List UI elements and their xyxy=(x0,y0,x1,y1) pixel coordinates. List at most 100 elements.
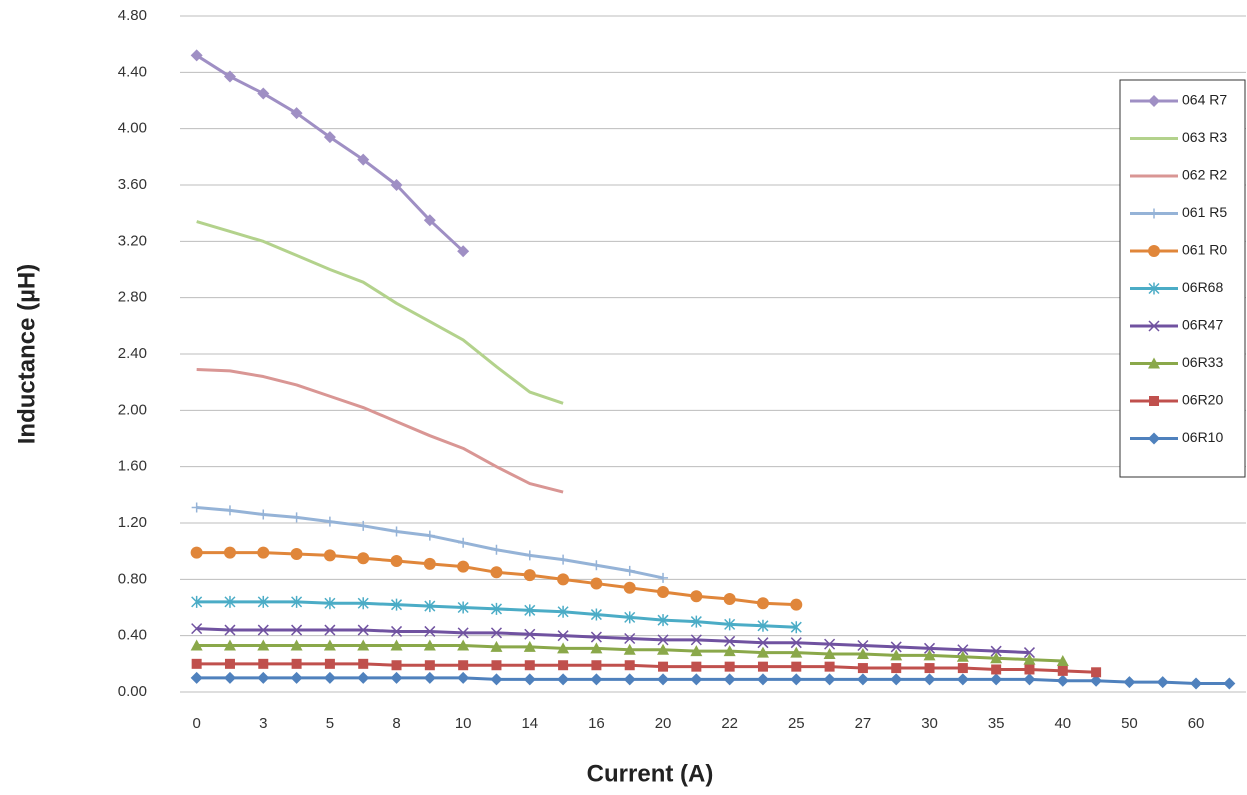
marker xyxy=(357,153,370,166)
x-tick-label: 25 xyxy=(788,715,805,732)
y-tick-label: 0.40 xyxy=(118,627,147,644)
marker xyxy=(1023,653,1036,665)
marker xyxy=(824,638,836,650)
y-tick-label: 2.80 xyxy=(118,289,147,306)
marker xyxy=(1223,677,1236,690)
marker xyxy=(891,663,902,674)
marker xyxy=(856,673,869,686)
marker xyxy=(257,671,270,684)
marker xyxy=(757,619,769,632)
marker xyxy=(223,546,236,559)
legend-marker xyxy=(1148,245,1160,257)
y-tick-label: 3.20 xyxy=(118,232,147,249)
marker xyxy=(657,673,670,686)
marker xyxy=(523,569,536,582)
legend-label: 06R33 xyxy=(1182,354,1223,370)
x-tick-label: 14 xyxy=(521,715,538,732)
marker xyxy=(624,565,635,576)
marker xyxy=(690,645,703,657)
marker xyxy=(524,604,536,617)
y-tick-label: 4.00 xyxy=(118,120,147,137)
marker xyxy=(191,658,202,669)
x-tick-label: 35 xyxy=(988,715,1005,732)
marker xyxy=(956,650,969,662)
marker xyxy=(457,245,470,258)
x-tick-label: 5 xyxy=(326,715,334,732)
marker xyxy=(457,671,470,684)
series-line xyxy=(196,220,564,405)
marker xyxy=(524,660,535,671)
marker xyxy=(1023,647,1036,659)
marker xyxy=(424,530,435,541)
marker xyxy=(523,673,536,686)
marker xyxy=(490,673,503,686)
marker xyxy=(823,647,836,659)
x-tick-label: 22 xyxy=(721,715,738,732)
marker xyxy=(323,671,336,684)
marker xyxy=(957,644,969,656)
marker xyxy=(423,214,436,227)
marker xyxy=(391,526,402,537)
marker xyxy=(358,520,369,531)
y-tick-label: 3.60 xyxy=(118,176,147,193)
marker xyxy=(1190,677,1203,690)
marker xyxy=(890,641,902,653)
series-line xyxy=(195,54,465,253)
marker xyxy=(757,637,769,649)
marker xyxy=(224,658,235,669)
legend-box xyxy=(1119,79,1246,478)
y-tick-label: 0.00 xyxy=(118,683,147,700)
marker xyxy=(557,630,569,642)
marker xyxy=(757,661,768,672)
marker xyxy=(791,661,802,672)
y-tick-label: 1.20 xyxy=(118,514,147,531)
marker xyxy=(257,639,270,651)
marker xyxy=(324,597,336,610)
marker xyxy=(191,595,203,608)
legend-label: 06R68 xyxy=(1182,279,1223,295)
marker xyxy=(990,652,1003,664)
marker xyxy=(657,643,670,655)
x-tick-label: 27 xyxy=(855,715,872,732)
marker xyxy=(724,618,736,631)
marker xyxy=(657,586,670,599)
y-tick-label: 1.60 xyxy=(118,458,147,475)
legend-label: 062 R2 xyxy=(1182,167,1227,183)
legend-label: 061 R5 xyxy=(1182,204,1227,220)
marker xyxy=(257,624,269,636)
marker xyxy=(190,639,203,651)
marker xyxy=(491,544,502,555)
marker xyxy=(290,107,303,120)
series-line xyxy=(196,627,1030,655)
marker xyxy=(458,537,469,548)
marker xyxy=(191,502,202,513)
marker xyxy=(723,673,736,686)
marker xyxy=(623,673,636,686)
marker xyxy=(224,595,236,608)
marker xyxy=(724,661,735,672)
marker xyxy=(223,639,236,651)
marker xyxy=(856,647,869,659)
marker xyxy=(756,597,769,610)
marker xyxy=(357,671,370,684)
marker xyxy=(323,549,336,562)
legend-label: 06R20 xyxy=(1182,392,1223,408)
marker xyxy=(491,660,502,671)
marker xyxy=(324,658,335,669)
marker xyxy=(224,505,235,516)
marker xyxy=(390,179,403,191)
marker xyxy=(523,640,536,652)
marker xyxy=(324,516,335,527)
legend: 064 R7 063 R3 062 R2 061 R5 061 R0 06R68 06R47… xyxy=(1119,79,1246,478)
marker xyxy=(391,660,402,671)
legend-label: 06R47 xyxy=(1182,317,1223,333)
marker xyxy=(458,660,469,671)
marker xyxy=(291,595,303,608)
marker xyxy=(191,623,203,635)
marker xyxy=(690,590,703,603)
marker xyxy=(257,87,270,100)
marker xyxy=(658,661,669,672)
y-tick-label: 4.40 xyxy=(118,63,147,80)
marker xyxy=(490,602,502,615)
marker xyxy=(258,509,269,520)
